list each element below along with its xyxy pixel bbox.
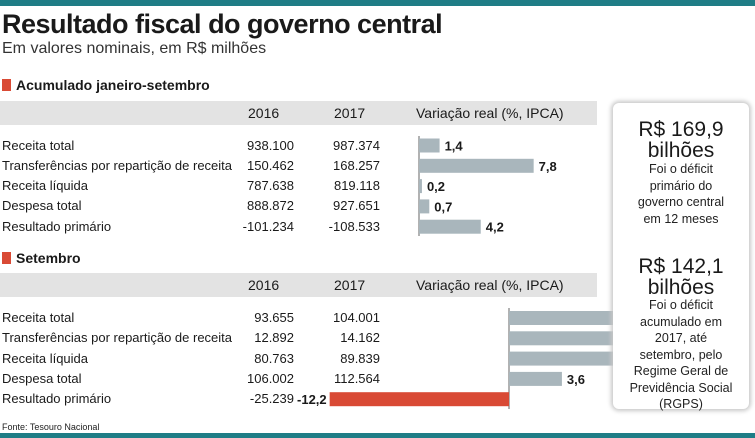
chart-subtitle: Em valores nominais, em R$ milhões (2, 40, 267, 57)
section-title-text: Acumulado janeiro-setembro (16, 77, 210, 93)
stat2-value: R$ 142,1 (638, 255, 724, 278)
variation-bar (509, 371, 562, 386)
value-2017: 14.162 (340, 330, 380, 346)
value-2016: 12.892 (254, 330, 294, 346)
variation-data-label: 7,8 (539, 159, 557, 174)
value-2017: 104.001 (333, 310, 380, 325)
variation-data-label: -12,2 (297, 392, 327, 407)
row-label: Resultado primário (2, 218, 112, 234)
variation-bar (419, 199, 430, 214)
row-label: Receita total (2, 137, 75, 153)
section-marker (2, 79, 11, 91)
row-label: Receita líquida (2, 350, 88, 366)
value-2016: 80.763 (254, 350, 294, 366)
table-header-accumulated (0, 101, 597, 125)
header-2017: 2017 (334, 277, 366, 293)
value-2016: 93.655 (254, 310, 294, 325)
variation-bar (419, 138, 440, 153)
value-2016: 938.100 (247, 137, 294, 153)
value-2017: 89.839 (340, 350, 380, 366)
variation-bar (509, 351, 634, 366)
variation-data-label: 1,4 (445, 139, 464, 154)
stat1-value: R$ 169,9 (638, 118, 724, 141)
variation-bar (419, 158, 534, 173)
header-variation: Variação real (%, IPCA) (416, 105, 564, 121)
variation-bar (329, 392, 509, 407)
table-header-september (0, 273, 597, 297)
stat2-description: Foi o déficit acumulado em 2017, até set… (629, 298, 733, 411)
value-2016: -25.239 (249, 391, 294, 407)
variation-bar (419, 219, 481, 234)
variation-data-label: 0,2 (427, 179, 445, 194)
section-marker (2, 252, 11, 264)
section-title-text: Setembro (16, 250, 81, 266)
variation-data-label: 3,6 (567, 372, 585, 387)
row-label: Receita total (2, 310, 75, 325)
value-2017: 819.118 (333, 178, 380, 194)
variation-data-label: 0,7 (434, 199, 452, 214)
header-variation: Variação real (%, IPCA) (416, 277, 564, 293)
value-2016: 106.002 (247, 370, 294, 386)
row-label: Despesa total (2, 370, 82, 386)
variation-data-label: 4,2 (486, 220, 504, 235)
stat1-unit: bilhões (647, 139, 715, 162)
row-label: Transferências por repartição de receita (2, 330, 233, 346)
variation-bar (509, 331, 614, 346)
row-label: Receita líquida (2, 178, 88, 194)
variation-bar (419, 179, 422, 194)
source-note: Fonte: Tesouro Nacional (2, 422, 100, 432)
value-2016: 787.638 (247, 178, 294, 194)
row-label: Transferências por repartição de receita (2, 157, 233, 173)
header-2016: 2016 (248, 277, 280, 293)
value-2017: 927.651 (333, 198, 380, 214)
row-label: Despesa total (2, 198, 82, 214)
value-2016: -101.234 (242, 218, 294, 234)
value-2017: 987.374 (333, 137, 380, 153)
variation-bar (509, 311, 632, 325)
value-2016: 888.872 (247, 198, 294, 214)
row-label: Resultado primário (2, 391, 112, 407)
section-title-accumulated: Acumulado janeiro-setembro (2, 77, 210, 93)
header-2017: 2017 (334, 105, 366, 121)
chart-title: Resultado fiscal do governo central (2, 9, 443, 39)
section-title-september: Setembro (2, 250, 81, 266)
stat2-unit: bilhões (647, 276, 715, 299)
value-2017: 168.257 (333, 157, 380, 173)
value-2017: -108.533 (328, 218, 380, 234)
bottom-accent-bar (0, 433, 755, 438)
top-accent-bar (0, 0, 755, 6)
highlight-box (613, 103, 749, 409)
value-2016: 150.462 (247, 157, 294, 173)
header-2016: 2016 (248, 105, 280, 121)
stat1-description: Foi o déficit primário do governo centra… (637, 162, 725, 226)
value-2017: 112.564 (333, 370, 380, 386)
